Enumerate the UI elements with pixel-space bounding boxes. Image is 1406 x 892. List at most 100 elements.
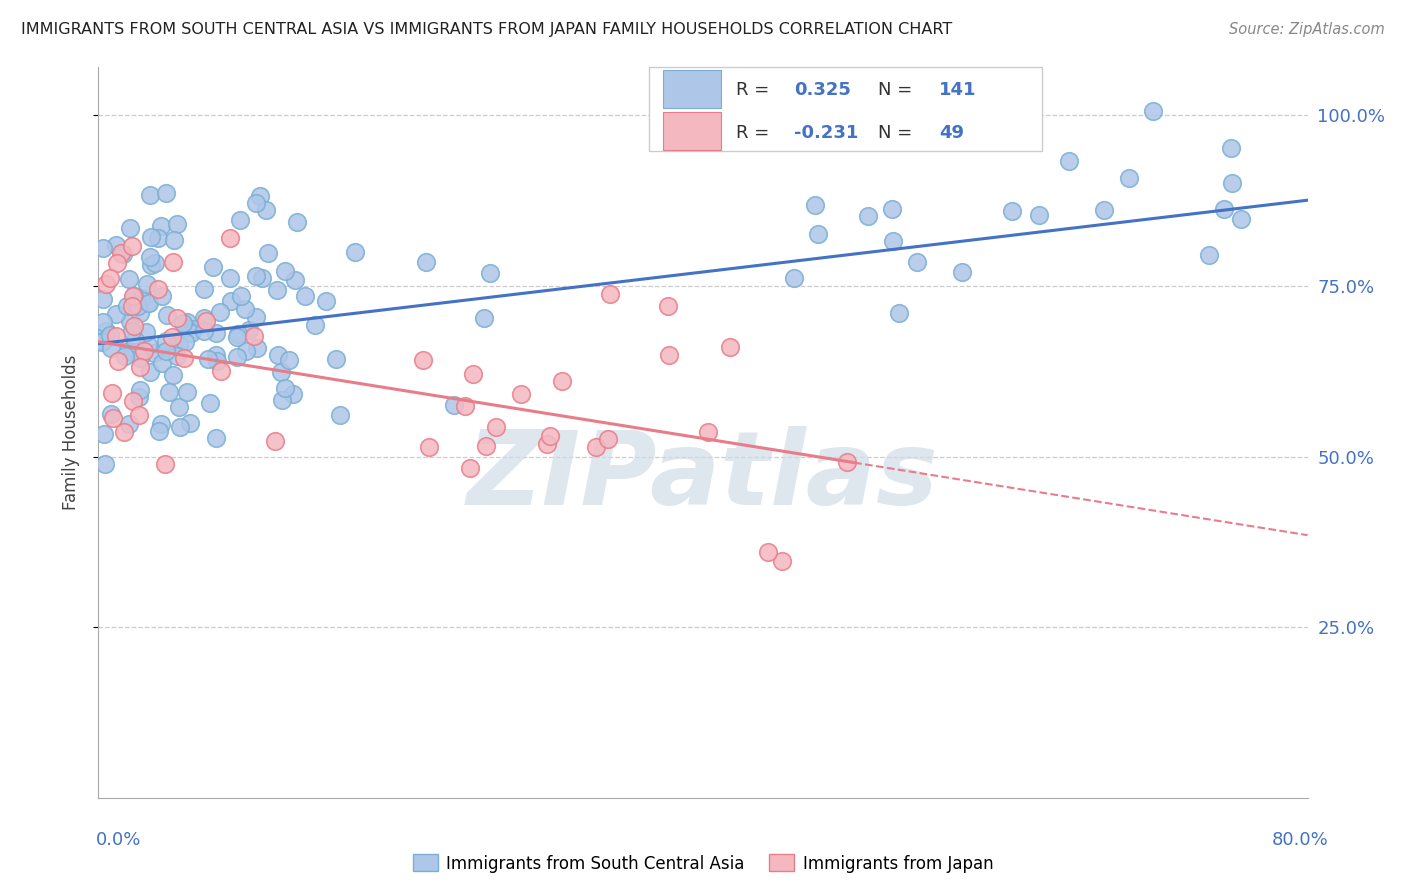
Point: [329, 409, 352, 423]
Point: [225, 351, 247, 365]
Point: [150, 417, 173, 431]
Point: [266, 348, 288, 362]
Point: [176, 384, 198, 399]
Point: [315, 293, 337, 308]
Point: [294, 289, 316, 303]
Point: [156, 308, 179, 322]
Point: [325, 351, 347, 366]
Point: [139, 230, 162, 244]
Point: [756, 545, 779, 559]
Point: [245, 195, 267, 210]
Point: [91, 315, 114, 329]
Point: [180, 326, 202, 340]
Point: [121, 239, 143, 253]
Legend: Immigrants from South Central Asia, Immigrants from Japan: Immigrants from South Central Asia, Immi…: [406, 847, 1000, 880]
Point: [127, 299, 149, 313]
Point: [139, 250, 162, 264]
Point: [804, 198, 827, 212]
Point: [257, 246, 280, 260]
Point: [143, 256, 166, 270]
Point: [718, 340, 741, 354]
Point: [117, 343, 139, 358]
Point: [461, 368, 484, 382]
Point: [485, 420, 508, 434]
Point: [174, 334, 197, 349]
Point: [139, 258, 162, 272]
Point: [474, 311, 496, 326]
Point: [112, 425, 135, 439]
Point: [93, 427, 115, 442]
Point: [155, 186, 177, 200]
Point: [173, 351, 195, 366]
Text: N =: N =: [879, 123, 918, 142]
Point: [121, 288, 143, 302]
Point: [118, 314, 141, 328]
Point: [205, 326, 228, 340]
Point: [1220, 176, 1243, 190]
Point: [104, 307, 127, 321]
Point: [201, 260, 224, 274]
Point: [169, 420, 191, 434]
Point: [162, 368, 184, 382]
Point: [226, 330, 249, 344]
Point: [122, 289, 145, 303]
Point: [139, 365, 162, 379]
Text: IMMIGRANTS FROM SOUTH CENTRAL ASIA VS IMMIGRANTS FROM JAPAN FAMILY HOUSEHOLDS CO: IMMIGRANTS FROM SOUTH CENTRAL ASIA VS IM…: [21, 22, 952, 37]
Point: [238, 323, 260, 337]
FancyBboxPatch shape: [664, 112, 721, 150]
Text: R =: R =: [735, 81, 775, 99]
Point: [598, 432, 620, 446]
Point: [150, 219, 173, 234]
Point: [536, 437, 558, 451]
Point: [209, 364, 232, 378]
Point: [889, 306, 911, 320]
Point: [195, 313, 218, 327]
Point: [166, 217, 188, 231]
Point: [174, 320, 197, 334]
Point: [101, 411, 124, 425]
Point: [110, 246, 132, 260]
Point: [176, 315, 198, 329]
Point: [197, 351, 219, 366]
Point: [229, 212, 252, 227]
Point: [418, 440, 440, 454]
Point: [155, 343, 177, 358]
Point: [91, 292, 114, 306]
Point: [105, 328, 128, 343]
Point: [233, 301, 256, 316]
Point: [193, 324, 215, 338]
Point: [458, 461, 481, 475]
Point: [882, 234, 904, 248]
Point: [121, 345, 143, 359]
Point: [254, 203, 277, 218]
Text: 49: 49: [939, 123, 963, 142]
Point: [219, 294, 242, 309]
Point: [697, 425, 720, 440]
Point: [304, 318, 326, 332]
Text: 80.0%: 80.0%: [1272, 831, 1329, 849]
Point: [136, 295, 159, 310]
Point: [200, 396, 222, 410]
Point: [1198, 248, 1220, 262]
Point: [1059, 153, 1081, 168]
Point: [1094, 203, 1116, 218]
Text: -0.231: -0.231: [794, 123, 858, 142]
Point: [538, 429, 561, 443]
Point: [478, 266, 501, 280]
Point: [128, 390, 150, 404]
Point: [658, 348, 681, 362]
Text: 0.0%: 0.0%: [96, 831, 141, 849]
Point: [128, 351, 150, 365]
Point: [150, 289, 173, 303]
Point: [105, 237, 128, 252]
Point: [100, 407, 122, 421]
Point: [1001, 204, 1024, 219]
Point: [837, 455, 859, 469]
Point: [136, 338, 159, 352]
Point: [243, 328, 266, 343]
Text: Source: ZipAtlas.com: Source: ZipAtlas.com: [1229, 22, 1385, 37]
Point: [657, 299, 679, 313]
Point: [179, 417, 201, 431]
Point: [193, 282, 215, 296]
Point: [950, 265, 973, 279]
